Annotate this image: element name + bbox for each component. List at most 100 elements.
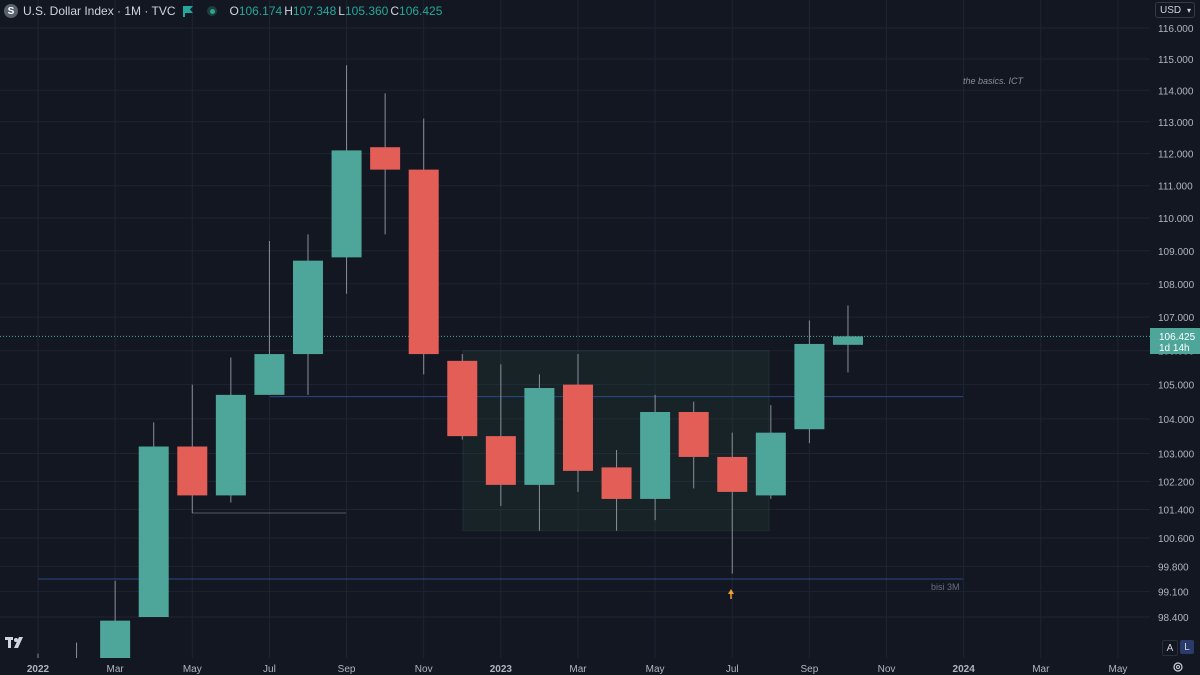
close-value: 106.425 [399, 4, 443, 18]
high-value: 107.348 [292, 4, 337, 18]
arrow-up-icon [728, 589, 734, 599]
candle-body [485, 436, 516, 485]
candle[interactable] [292, 234, 323, 395]
candle[interactable] [640, 394, 671, 521]
candle[interactable] [370, 93, 401, 235]
low-label: L [338, 4, 345, 18]
x-tick-label: Nov [878, 664, 896, 675]
y-tick-label: 104.000 [1158, 415, 1195, 426]
symbol-title[interactable]: U.S. Dollar Index · 1M · TVC [23, 4, 176, 18]
tradingview-logo[interactable] [5, 636, 27, 652]
y-tick-label: 105.000 [1158, 381, 1195, 392]
x-tick-label: May [1109, 664, 1128, 675]
candle-body [562, 384, 593, 471]
x-tick-label: Mar [107, 664, 125, 675]
candle-body [524, 388, 555, 485]
tradingview-logo-icon [5, 637, 23, 648]
candle-body [717, 456, 748, 492]
grid [0, 0, 1150, 658]
dollar-symbol-icon: S [4, 4, 18, 18]
y-tick-label: 99.800 [1158, 562, 1189, 573]
auto-scale-button[interactable]: A [1162, 640, 1178, 656]
candle-body [100, 620, 131, 658]
candle[interactable] [601, 449, 632, 531]
candle-body [331, 150, 362, 258]
x-tick-label: 2022 [27, 664, 50, 675]
x-tick-label: Mar [1032, 664, 1050, 675]
candle-body [215, 394, 246, 496]
candle-body [408, 169, 439, 355]
y-tick-label: 99.100 [1158, 588, 1189, 599]
candle[interactable] [100, 580, 131, 658]
candle[interactable] [678, 401, 709, 489]
chevron-down-icon: ▾ [1186, 5, 1191, 15]
open-value: 106.174 [238, 4, 283, 18]
flag-icon[interactable] [183, 5, 194, 17]
candle-body [678, 411, 709, 457]
candle[interactable] [177, 384, 208, 514]
y-tick-label: 108.000 [1158, 280, 1195, 291]
candle-body [138, 446, 169, 617]
candle-body [601, 467, 632, 499]
log-scale-button[interactable]: L [1180, 640, 1194, 654]
price-axis: 116.000 115.000 114.000 113.000 112.000 111.0… [1158, 24, 1195, 624]
y-tick-label: 115.000 [1158, 55, 1194, 66]
candle[interactable] [755, 405, 786, 499]
candle[interactable] [794, 320, 825, 444]
y-tick-label: 98.400 [1158, 613, 1189, 624]
x-tick-label: Nov [415, 664, 433, 675]
candle-body [832, 336, 863, 345]
y-tick-label: 100.600 [1158, 534, 1195, 545]
candle-body [370, 147, 401, 170]
x-tick-label: 2023 [490, 664, 513, 675]
candle[interactable] [254, 240, 285, 395]
x-tick-label: Sep [338, 664, 356, 675]
x-tick-label: Mar [569, 664, 587, 675]
x-tick-label: 2024 [953, 664, 976, 675]
candle-body [254, 354, 285, 395]
y-tick-label: 101.400 [1158, 506, 1195, 517]
annotation-bisi-text: bisi 3M [931, 582, 960, 592]
candle[interactable] [408, 118, 439, 375]
gear-icon[interactable] [1172, 661, 1184, 673]
y-tick-label: 113.000 [1158, 118, 1194, 129]
candles [37, 65, 863, 658]
open-label: O [229, 4, 239, 18]
y-tick-label: 112.000 [1158, 150, 1194, 161]
y-tick-label: 110.000 [1158, 214, 1194, 225]
y-tick-label: 114.000 [1158, 86, 1194, 97]
low-value: 105.360 [344, 4, 389, 18]
candle[interactable] [331, 65, 362, 294]
candle-body [447, 360, 478, 437]
candle[interactable] [717, 432, 748, 574]
candle-body [755, 432, 786, 496]
x-tick-label: Jul [726, 664, 739, 675]
y-tick-label: 107.000 [1158, 313, 1195, 324]
y-tick-label: 103.000 [1158, 449, 1195, 460]
candle-body [292, 260, 323, 355]
last-price-value: 106.425 [1159, 332, 1196, 343]
x-tick-label: Jul [263, 664, 276, 675]
legend-header: S U.S. Dollar Index · 1M · TVC O 106.174… [4, 2, 444, 20]
last-price-label: 106.425 1d 14h [1150, 328, 1200, 354]
candle[interactable] [447, 354, 478, 440]
candle-body [640, 411, 671, 499]
candle-body [794, 343, 825, 430]
high-label: H [284, 4, 293, 18]
y-tick-label: 102.200 [1158, 477, 1195, 488]
y-tick-label: 111.000 [1158, 182, 1193, 193]
x-tick-label: May [183, 664, 202, 675]
candle[interactable] [138, 422, 169, 617]
candle[interactable] [215, 357, 246, 503]
candle[interactable] [524, 374, 555, 531]
bar-countdown: 1d 14h [1159, 343, 1190, 354]
candle-body [177, 446, 208, 496]
candle[interactable] [832, 305, 863, 373]
time-axis: 2022 Mar May Jul Sep Nov 2023 Mar May Jul Sep Nov 20… [27, 664, 1128, 675]
currency-select[interactable]: USD ▾ [1155, 2, 1195, 18]
market-status-icon[interactable] [207, 6, 218, 16]
candle[interactable] [562, 354, 593, 492]
x-tick-label: Sep [801, 664, 819, 675]
candle[interactable] [485, 364, 516, 506]
